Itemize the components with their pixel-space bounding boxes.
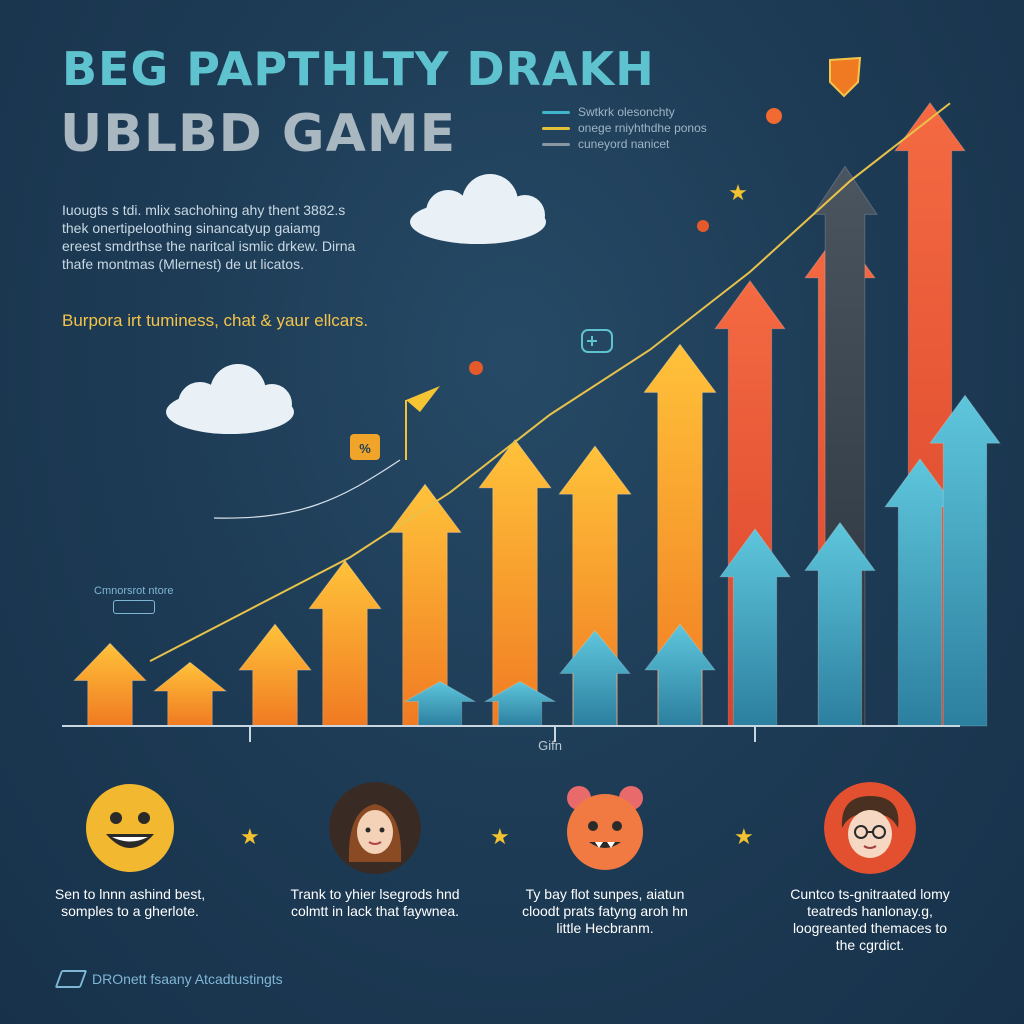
chart-bar [72, 642, 148, 727]
chart-title-line1: BEG PAPTHLTY DRAKH [62, 42, 655, 96]
persona-caption: Trank to yhier lsegrods hnd colmtt in la… [290, 886, 460, 919]
flag-icon [405, 386, 440, 460]
legend-label: cuneyord nanicet [578, 137, 670, 151]
legend-item: cuneyord nanicet [542, 136, 707, 152]
chart-bar [643, 623, 717, 727]
legend-label: Swtkrk olesonchty [578, 105, 675, 119]
callout-label: Cmnorsrot ntore [94, 585, 174, 597]
legend-item: onege rniyhthdhe ponos [542, 120, 707, 136]
footer: DROnett fsaany Atcadtustingts [54, 970, 283, 988]
brand-logo-icon [54, 970, 88, 988]
orb-icon [469, 361, 483, 375]
trend-line-secondary [213, 459, 401, 519]
chart-bar [152, 661, 228, 727]
x-axis-label: Gifn [538, 738, 562, 753]
chart-legend: Swtkrk olesonchty onege rniyhthdhe ponos… [542, 104, 707, 152]
orb-icon [697, 220, 709, 232]
man-avatar [824, 782, 916, 874]
cloud-icon [410, 174, 546, 244]
trend-line [149, 102, 951, 663]
legend-item: Swtkrk olesonchty [542, 104, 707, 120]
chart-bar [478, 438, 552, 727]
chart-callout: Cmnorsrot ntore [94, 585, 173, 614]
star-icon: ★ [490, 824, 510, 849]
bar-group [72, 101, 1001, 727]
footer-text: DROnett fsaany Atcadtustingts [92, 971, 283, 987]
smiley-avatar [84, 782, 176, 874]
chart-bar [308, 559, 382, 727]
legend-label: onege rniyhthdhe ponos [578, 121, 707, 135]
persona-card: Sen to lnnn ashind best, somples to a gh… [45, 782, 215, 920]
chart-bar [558, 629, 632, 727]
star-icon: ★ [240, 824, 260, 849]
svg-text:%: % [359, 441, 371, 456]
star-icon: ★ [728, 180, 748, 205]
shield-badge-icon [829, 56, 862, 98]
intro-paragraph: Iuougts s tdi. mlix sachohing ahy thent … [62, 202, 356, 272]
chart-bar [929, 394, 1001, 727]
persona-caption: Cuntco ts-gnitraated lomy teatreds hanlo… [790, 886, 950, 953]
percent-badge-icon: % [350, 434, 380, 460]
chart-title-line2: UBLBD GAME [60, 104, 457, 164]
creature-avatar [559, 782, 651, 874]
persona-card: Ty bay flot sunpes, aiatun cloodt prats … [520, 782, 690, 937]
callout-box [112, 600, 155, 614]
orb-icon [766, 108, 782, 124]
legend-swatch [542, 110, 570, 114]
star-icon: ★ [734, 824, 754, 849]
persona-card: Trank to yhier lsegrods hnd colmtt in la… [290, 782, 460, 920]
woman-avatar [329, 782, 421, 874]
tagline: Burpora irt tuminess, chat & yaur ellcar… [62, 311, 369, 330]
persona-caption: Sen to lnnn ashind best, somples to a gh… [54, 886, 206, 919]
persona-card: Cuntco ts-gnitraated lomy teatreds hanlo… [785, 782, 955, 954]
persona-caption: Ty bay flot sunpes, aiatun cloodt prats … [522, 886, 688, 936]
legend-swatch [542, 126, 570, 130]
growth-chart: % ★ [62, 56, 1001, 742]
game-controller-icon [581, 329, 613, 353]
cloud-icon [166, 364, 294, 434]
chart-bar [237, 623, 313, 727]
legend-swatch [542, 142, 570, 146]
